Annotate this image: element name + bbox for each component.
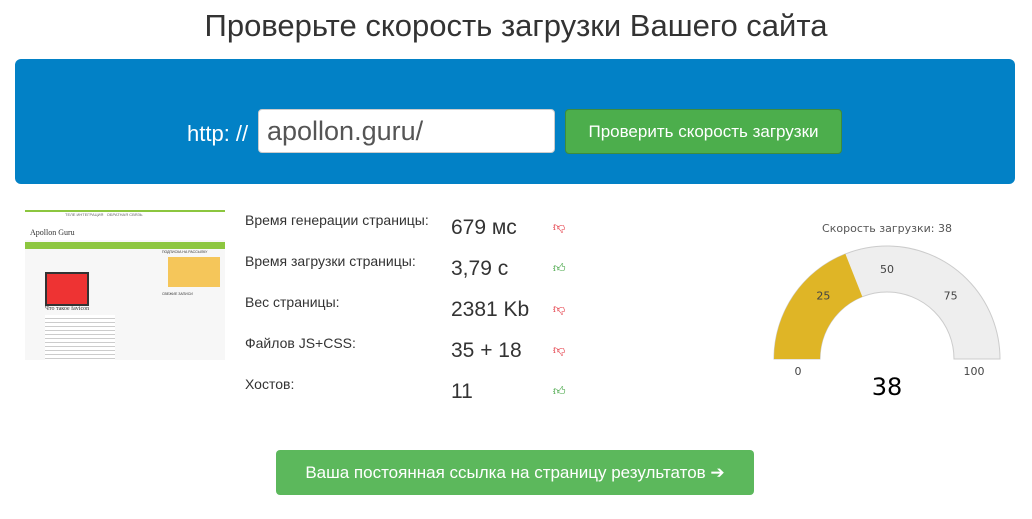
gauge-tick-label: 100 [964, 365, 985, 378]
permalink-button[interactable]: Ваша постоянная ссылка на страницу резул… [276, 450, 754, 495]
gauge-fill [774, 253, 863, 359]
thumbs-up-icon: 👍︎ [553, 384, 566, 398]
metric-value: 679 мс [451, 216, 517, 239]
metric-label: Файлов JS+CSS: [245, 335, 356, 351]
gauge-tick-label: 50 [880, 263, 894, 276]
metric-label: Хостов: [245, 376, 295, 392]
thumb-nav: ОБРАТНАЯ СВЯЗЬ [106, 212, 143, 217]
metric-label: Время загрузки страницы: [245, 253, 416, 269]
thumb-sidebar-title: ПОДПИСКА НА РАССЫЛКУ [162, 250, 208, 254]
gauge-tick-label: 75 [944, 289, 958, 302]
thumbs-down-icon: 👎︎ [553, 343, 566, 357]
metric-label: Вес страницы: [245, 294, 340, 310]
metric-value: 35 + 18 [451, 339, 522, 362]
thumbs-down-icon: 👎︎ [553, 220, 566, 234]
thumb-site-name: Apollon Guru [25, 222, 225, 240]
url-form-panel: http: // Проверить скорость загрузки [15, 59, 1015, 184]
site-screenshot: ТЕЛЕ ИНТЕГРАЦИЯ ОБРАТНАЯ СВЯЗЬ Apollon G… [25, 210, 225, 360]
metric-value: 2381 Kb [451, 298, 530, 321]
metric-label: Время генерации страницы: [245, 212, 429, 228]
gauge-tick-label: 25 [816, 289, 830, 302]
thumbs-up-icon: 👍︎ [553, 261, 566, 275]
metric-value: 3,79 с [451, 257, 509, 280]
speed-gauge: Скорость загрузки: 38 0 25 50 75 100 38 [773, 222, 1001, 401]
thumb-post-title: Что такое favicon [45, 306, 90, 312]
thumbs-down-icon: 👎︎ [553, 302, 566, 316]
gauge-value: 38 [872, 373, 903, 401]
gauge-tick-label: 0 [795, 365, 802, 378]
thumb-sidebar-title: СВЕЖИЕ ЗАПИСИ [162, 292, 193, 296]
url-input[interactable] [258, 109, 555, 153]
page-title: Проверьте скорость загрузки Вашего сайта [204, 8, 828, 43]
check-speed-button[interactable]: Проверить скорость загрузки [565, 109, 842, 154]
metric-value: 11 [451, 380, 473, 403]
gauge-title: Скорость загрузки: 38 [822, 222, 952, 235]
protocol-label: http: // [187, 121, 249, 146]
thumb-nav: ТЕЛЕ ИНТЕГРАЦИЯ [65, 212, 104, 217]
